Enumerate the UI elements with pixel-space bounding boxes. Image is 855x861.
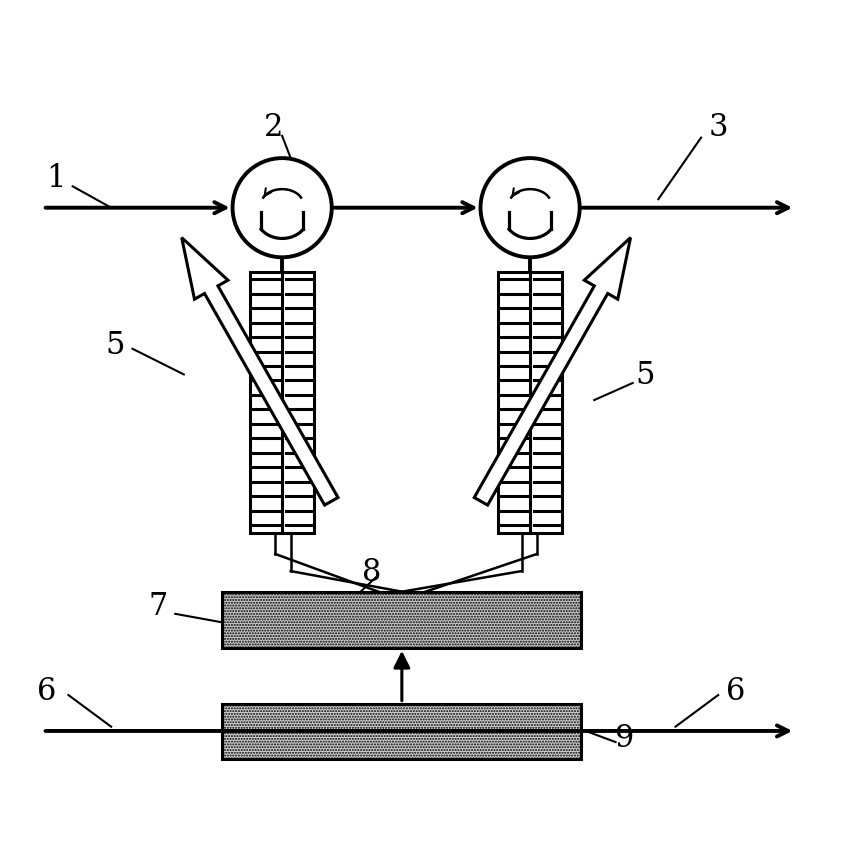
Text: 1: 1 <box>46 163 65 194</box>
Text: 6: 6 <box>38 676 56 707</box>
Text: 2: 2 <box>264 112 283 143</box>
Bar <box>251 273 315 533</box>
Bar <box>251 273 315 533</box>
Text: 5: 5 <box>106 330 125 361</box>
Text: 5: 5 <box>636 360 655 391</box>
Text: 8: 8 <box>363 556 381 587</box>
Polygon shape <box>182 238 338 505</box>
Text: 9: 9 <box>615 722 634 753</box>
Circle shape <box>233 159 332 258</box>
Text: 6: 6 <box>726 676 745 707</box>
Text: 7: 7 <box>149 590 168 621</box>
Bar <box>222 703 581 759</box>
Bar <box>498 273 562 533</box>
Bar <box>498 273 562 533</box>
Circle shape <box>481 159 580 258</box>
Polygon shape <box>475 238 630 505</box>
Text: 3: 3 <box>709 112 728 143</box>
Bar <box>222 592 581 648</box>
